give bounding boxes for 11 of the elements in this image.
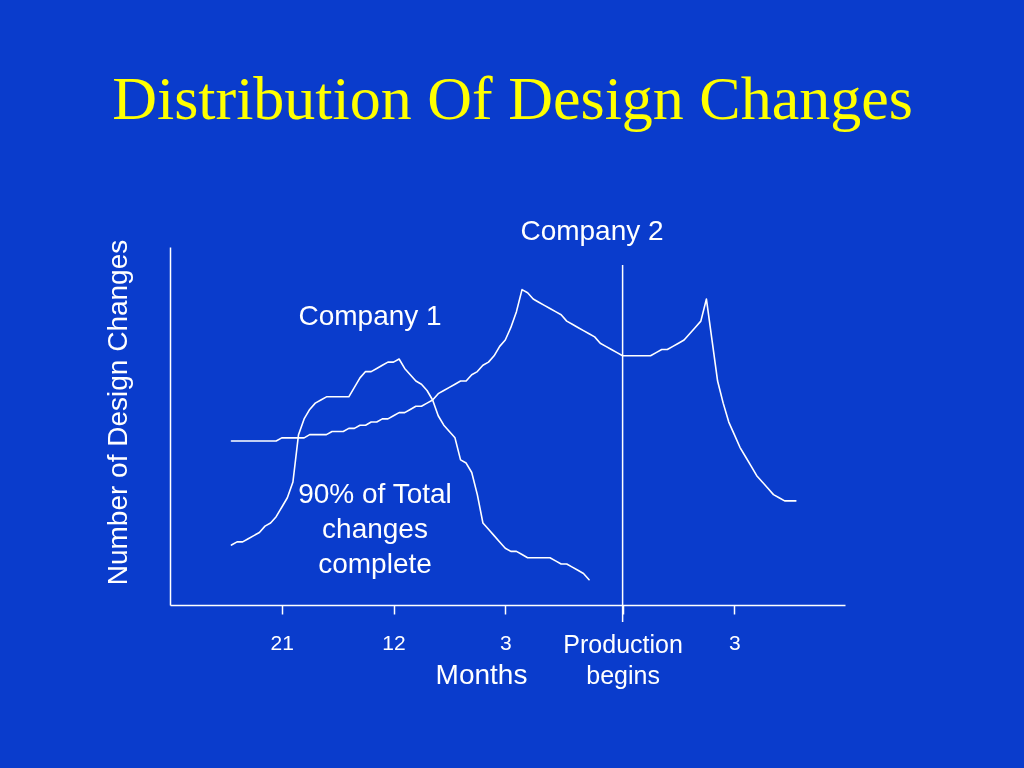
x-axis-title: Months <box>435 658 528 690</box>
y-axis-title: Number of Design Changes <box>101 239 133 586</box>
chart-title: Distribution Of Design Changes <box>112 63 913 132</box>
x-tick-label: 3 <box>729 630 741 654</box>
series-label: Company 1 <box>298 299 442 331</box>
x-tick-label: 21 <box>270 630 294 654</box>
x-tick-label: 3 <box>499 630 512 654</box>
x-tick-label: Production begins <box>563 629 683 689</box>
annotation: 90% of Total changes complete <box>298 478 452 579</box>
series-label: Company 2 <box>520 214 664 246</box>
x-tick-label: 12 <box>382 630 406 654</box>
